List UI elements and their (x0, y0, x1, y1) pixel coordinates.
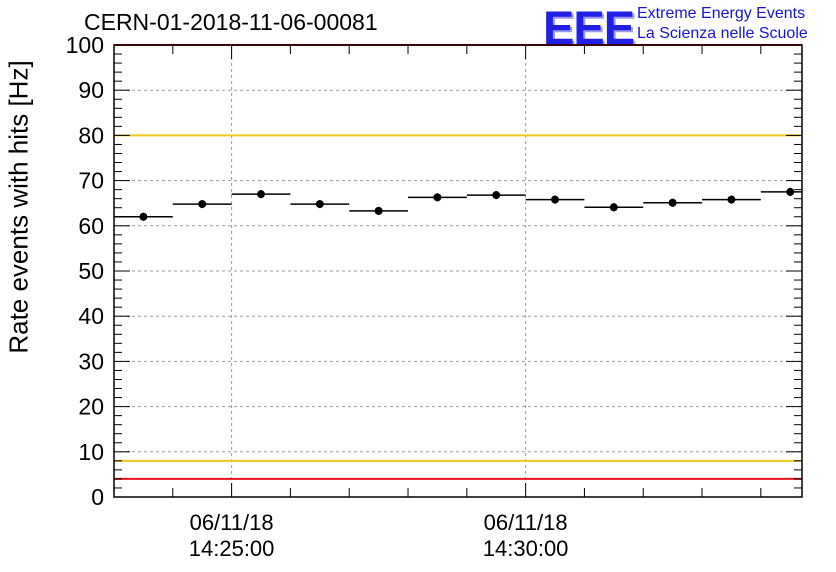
y-tick-label: 50 (78, 258, 104, 284)
data-point (374, 206, 383, 215)
y-tick-label: 20 (78, 394, 104, 420)
y-tick-label: 0 (91, 484, 104, 510)
chart-title: CERN-01-2018-11-06-00081 (84, 9, 378, 35)
data-point (609, 203, 618, 212)
data-point (198, 200, 207, 209)
logo-subtitle-line2: La Scienza nelle Scuole (637, 25, 808, 42)
y-tick-label: 70 (78, 168, 104, 194)
x-tick-label: 06/11/18 14:25:00 (162, 510, 302, 562)
x-tick-label: 06/11/18 14:30:00 (456, 510, 596, 562)
y-tick-label: 80 (78, 122, 104, 148)
x-tick-time: 14:30:00 (482, 536, 569, 561)
x-tick-date: 06/11/18 (483, 510, 568, 535)
y-tick-label: 40 (78, 303, 104, 329)
data-point (315, 200, 324, 209)
data-point (433, 193, 442, 202)
x-tick-time: 14:25:00 (188, 536, 275, 561)
data-point (727, 195, 736, 204)
data-point (139, 212, 148, 221)
y-tick-label: 100 (66, 32, 104, 58)
data-point (551, 195, 560, 204)
y-tick-label: 30 (78, 348, 104, 374)
data-point (492, 191, 501, 200)
data-point (786, 187, 795, 196)
data-point (257, 190, 266, 199)
y-tick-label: 60 (78, 213, 104, 239)
logo-subtitle-line1: Extreme Energy Events (637, 5, 806, 22)
y-tick-label: 10 (78, 439, 104, 465)
x-tick-date: 06/11/18 (189, 510, 274, 535)
data-point (668, 198, 677, 207)
y-tick-label: 90 (78, 77, 104, 103)
